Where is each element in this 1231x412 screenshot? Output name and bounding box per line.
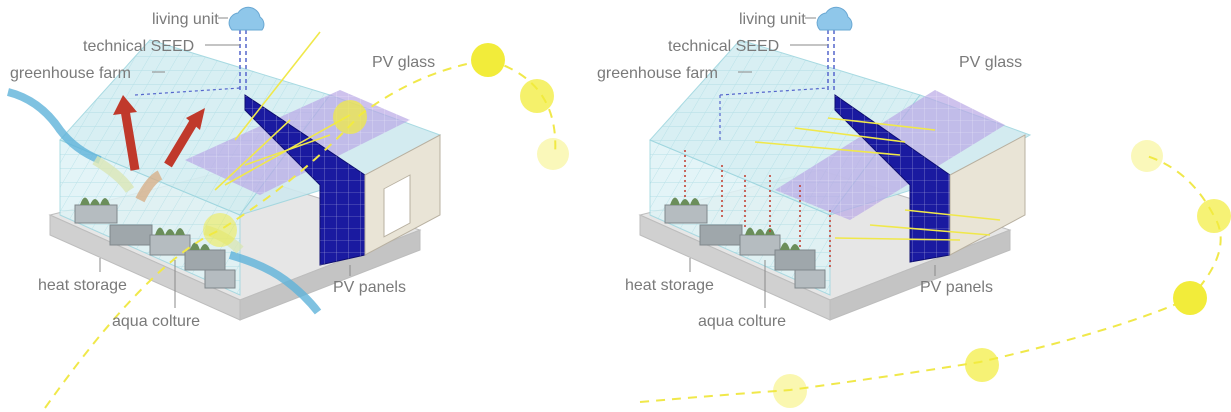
- pv-panels-grid: [245, 95, 365, 265]
- sun-icon: [520, 79, 554, 113]
- label-heat-storage: heat storage: [38, 277, 127, 294]
- sun-icon: [1131, 140, 1163, 172]
- heat-arrow-icon: [186, 108, 205, 130]
- cloud-icon: [228, 6, 265, 31]
- sun-icon: [333, 100, 367, 134]
- label-living-unit: living unit: [152, 11, 219, 28]
- wind-icon: [228, 251, 322, 315]
- sun-icon: [203, 213, 237, 247]
- sun-icon: [537, 138, 569, 170]
- label-pv-panels: PV panels: [333, 279, 406, 296]
- heat-arrow-icon: [120, 109, 140, 171]
- wind-icon: [6, 88, 102, 164]
- label-pv-glass: PV glass: [959, 54, 1022, 71]
- sun-icon: [773, 374, 807, 408]
- sun-ray: [244, 134, 331, 166]
- label-greenhouse-farm: greenhouse farm: [10, 65, 131, 82]
- label-living-unit: living unit: [739, 11, 806, 28]
- left-diagram: living unit technical SEED greenhouse fa…: [6, 6, 569, 409]
- technical-seed-duct: [719, 87, 829, 96]
- sun-icon: [1173, 281, 1207, 315]
- heat-strings: [684, 150, 831, 270]
- aqua-colture-tanks: [74, 197, 236, 289]
- label-aqua-colture: aqua colture: [698, 313, 786, 330]
- heat-arrow-icon: [164, 117, 199, 168]
- cool-air-arrow: [92, 155, 135, 193]
- living-unit-window: [383, 174, 411, 238]
- sun-ray: [754, 117, 1001, 241]
- sun-ray: [234, 31, 321, 141]
- sun-icon: [965, 348, 999, 382]
- label-pv-glass: PV glass: [372, 54, 435, 71]
- sun-path: [44, 58, 557, 409]
- label-greenhouse-farm: greenhouse farm: [597, 65, 718, 82]
- label-aqua-colture: aqua colture: [112, 313, 200, 330]
- label-technical-seed: technical SEED: [83, 38, 194, 55]
- cloud-icon: [816, 6, 853, 31]
- living-unit-wall: [949, 134, 1026, 256]
- heat-arrow-icon: [113, 95, 137, 115]
- sun-icon: [471, 43, 505, 77]
- label-heat-storage: heat storage: [625, 277, 714, 294]
- label-pv-panels: PV panels: [920, 279, 993, 296]
- aqua-colture-tanks: [664, 197, 826, 289]
- label-technical-seed: technical SEED: [668, 38, 779, 55]
- sun-icon: [1197, 199, 1231, 233]
- right-diagram: living unit technical SEED greenhouse fa…: [597, 6, 1231, 408]
- warm-air-arrow: [135, 170, 163, 203]
- sun-path: [639, 155, 1222, 403]
- sun-ray: [214, 119, 291, 191]
